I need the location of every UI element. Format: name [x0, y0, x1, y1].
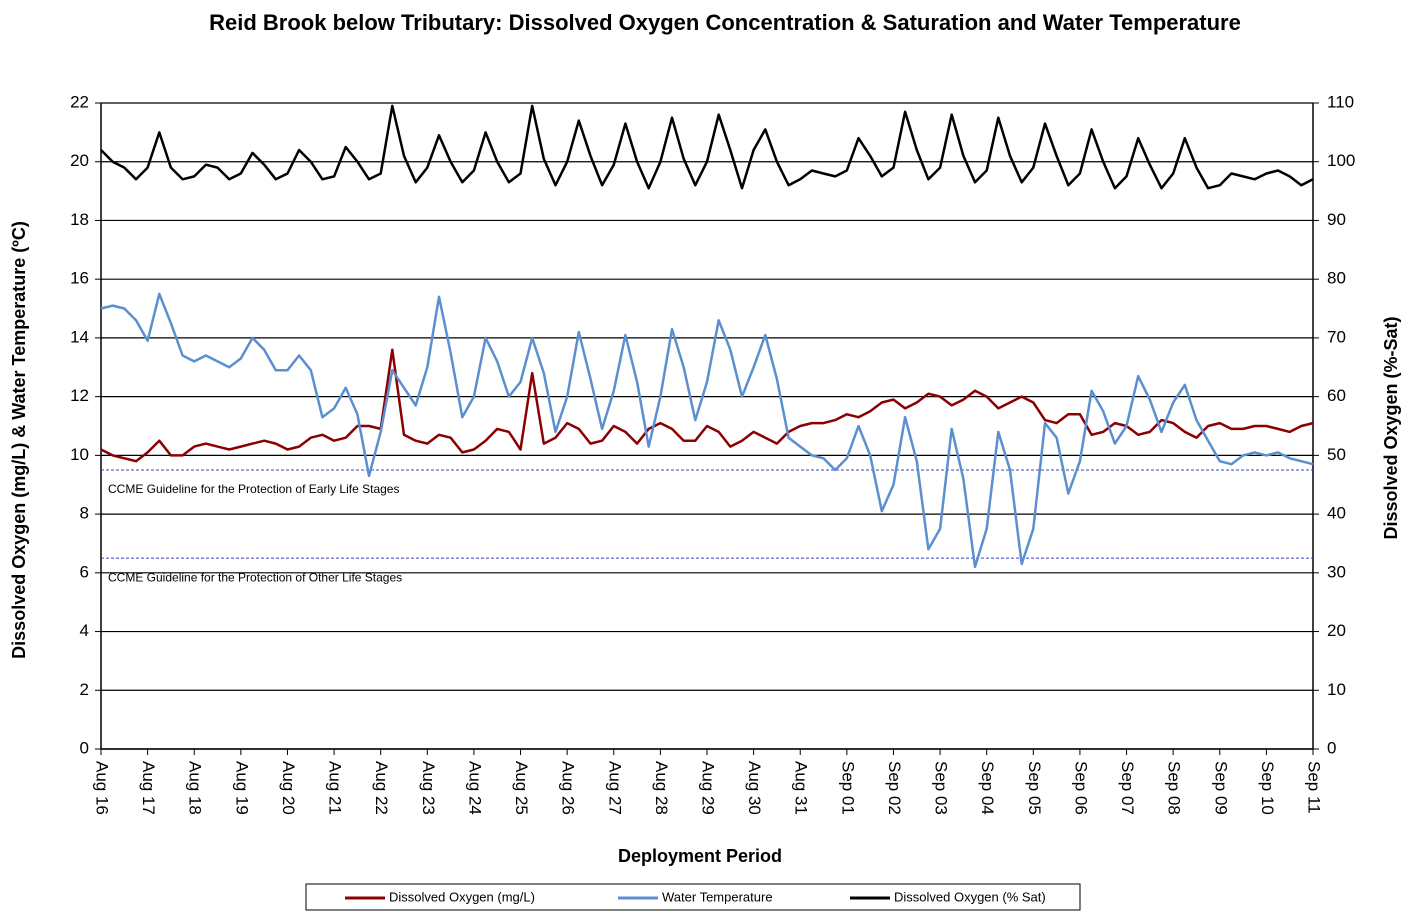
- x-tick-label: Aug 25: [512, 761, 531, 815]
- x-tick-label: Aug 27: [605, 761, 624, 815]
- x-tick-label: Aug 29: [699, 761, 718, 815]
- y2-tick-label: 110: [1327, 92, 1354, 111]
- x-tick-label: Sep 02: [885, 761, 904, 815]
- y2-tick-label: 0: [1327, 738, 1336, 757]
- x-tick-label: Sep 09: [1211, 761, 1230, 815]
- y-tick-label: 16: [70, 269, 89, 288]
- x-tick-label: Aug 19: [232, 761, 251, 815]
- x-tick-label: Aug 16: [93, 761, 112, 815]
- y-tick-label: 0: [80, 738, 89, 757]
- y-tick-label: 10: [70, 445, 89, 464]
- series-line: [100, 104, 1314, 190]
- reference-label: CCME Guideline for the Protection of Oth…: [108, 570, 402, 584]
- legend-label: Water Temperature: [662, 889, 773, 904]
- series-line: [100, 292, 1314, 569]
- x-tick-label: Aug 31: [792, 761, 811, 815]
- x-tick-label: Sep 08: [1165, 761, 1184, 815]
- y2-tick-label: 80: [1327, 269, 1346, 288]
- x-tick-label: Sep 06: [1071, 761, 1090, 815]
- y-tick-label: 18: [70, 210, 89, 229]
- y-tick-label: 22: [70, 92, 89, 111]
- x-axis-title: Deployment Period: [618, 846, 782, 866]
- x-tick-label: Aug 20: [279, 761, 298, 815]
- y-tick-label: 2: [80, 680, 89, 699]
- legend-label: Dissolved Oxygen (% Sat): [894, 889, 1046, 904]
- x-tick-label: Sep 07: [1118, 761, 1137, 815]
- x-tick-label: Aug 28: [652, 761, 671, 815]
- x-tick-label: Sep 04: [978, 761, 997, 815]
- x-tick-label: Sep 01: [838, 761, 857, 815]
- y2-tick-label: 10: [1327, 680, 1346, 699]
- y-tick-label: 4: [80, 621, 89, 640]
- x-tick-label: Aug 22: [372, 761, 391, 815]
- x-tick-label: Aug 26: [559, 761, 578, 815]
- x-tick-label: Aug 23: [419, 761, 438, 815]
- y-tick-label: 14: [70, 327, 89, 346]
- x-tick-label: Aug 30: [745, 761, 764, 815]
- y2-tick-label: 70: [1327, 327, 1346, 346]
- legend-label: Dissolved Oxygen (mg/L): [389, 889, 535, 904]
- x-tick-label: Aug 17: [139, 761, 158, 815]
- x-tick-label: Aug 18: [186, 761, 205, 815]
- y2-tick-label: 50: [1327, 445, 1346, 464]
- series-line: [100, 348, 1314, 463]
- x-tick-label: Sep 11: [1305, 761, 1324, 814]
- y2-tick-label: 30: [1327, 562, 1346, 581]
- y2-tick-label: 60: [1327, 386, 1346, 405]
- y2-axis-title: Dissolved Oxygen (%-Sat): [1381, 316, 1401, 539]
- x-tick-label: Aug 21: [326, 761, 345, 815]
- y-tick-label: 8: [80, 504, 89, 523]
- y-tick-label: 12: [70, 386, 89, 405]
- x-tick-label: Sep 03: [932, 761, 951, 815]
- x-tick-label: Sep 10: [1258, 761, 1277, 815]
- x-tick-label: Aug 24: [465, 761, 484, 815]
- legend-box: [305, 883, 1081, 911]
- y2-tick-label: 20: [1327, 621, 1346, 640]
- chart-title: Reid Brook below Tributary: Dissolved Ox…: [209, 10, 1241, 35]
- y-axis-title: Dissolved Oxygen (mg/L) & Water Temperat…: [9, 221, 29, 659]
- y-tick-label: 20: [70, 151, 89, 170]
- y-tick-label: 6: [80, 562, 89, 581]
- y2-tick-label: 100: [1327, 151, 1355, 170]
- y2-tick-label: 90: [1327, 210, 1346, 229]
- y2-tick-label: 40: [1327, 504, 1346, 523]
- reference-label: CCME Guideline for the Protection of Ear…: [108, 482, 399, 496]
- x-tick-label: Sep 05: [1025, 761, 1044, 815]
